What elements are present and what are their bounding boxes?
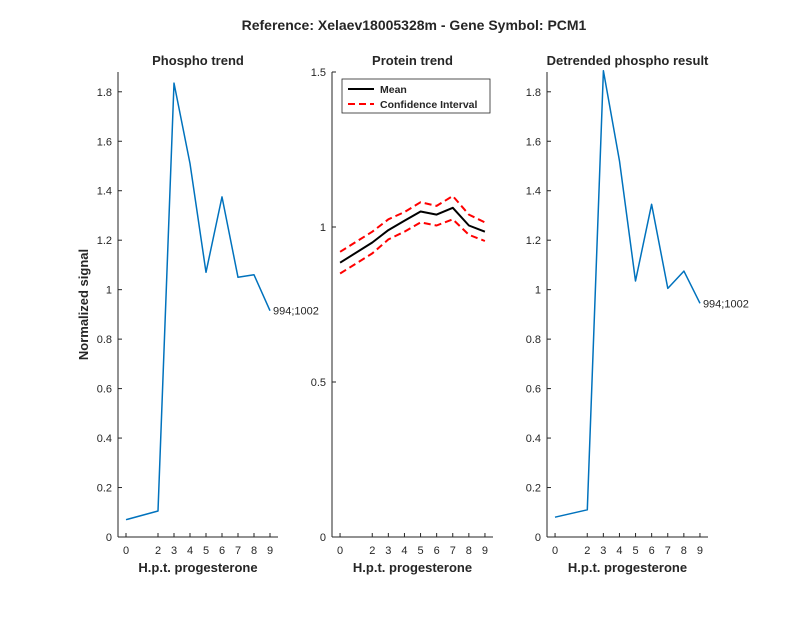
x-tick-label: 0 xyxy=(337,545,343,557)
legend-box xyxy=(341,78,491,114)
x-tick-label: 9 xyxy=(267,545,273,557)
y-tick-label: 1 xyxy=(106,285,112,297)
series-line-3 xyxy=(339,218,486,275)
y-tick-label: 0 xyxy=(320,532,326,544)
y-tick-label: 1.5 xyxy=(311,67,326,79)
x-tick-label: 2 xyxy=(584,545,590,557)
y-tick-label: 1.2 xyxy=(526,235,541,247)
y-tick-label: 1 xyxy=(535,285,541,297)
y-tick-label: 0.2 xyxy=(97,483,112,495)
x-tick-label: 0 xyxy=(552,545,558,557)
x-tick-label: 8 xyxy=(251,545,257,557)
x-tick-label: 4 xyxy=(187,545,193,557)
y-tick-label: 1.8 xyxy=(97,87,112,99)
x-tick-label: 6 xyxy=(434,545,440,557)
chart-3: Detrended phospho result 0 0.2 0.4 0.6 0.8 1 1.… xyxy=(526,53,749,575)
legend: Mean Confidence Interval xyxy=(341,78,491,114)
legend-label: Confidence Interval xyxy=(380,99,478,111)
y-axis-label: Normalized signal xyxy=(76,249,91,360)
y-tick-label: 0.8 xyxy=(97,334,112,346)
x-tick-label: 9 xyxy=(482,545,488,557)
x-tick-label: 8 xyxy=(681,545,687,557)
chart-title: Protein trend xyxy=(372,53,453,68)
x-tick-label: 3 xyxy=(385,545,391,557)
series-line-2 xyxy=(339,195,486,253)
x-tick-label: 7 xyxy=(665,545,671,557)
x-tick-label: 8 xyxy=(466,545,472,557)
x-tick-label: 2 xyxy=(369,545,375,557)
y-tick-label: 1.6 xyxy=(97,136,112,148)
x-axis-label: H.p.t. progesterone xyxy=(353,560,472,575)
x-axis-label: H.p.t. progesterone xyxy=(568,560,687,575)
y-tick-label: 1.4 xyxy=(97,186,112,198)
y-tick-label: 0.2 xyxy=(526,483,541,495)
y-tick-label: 0 xyxy=(106,532,112,544)
x-tick-label: 6 xyxy=(649,545,655,557)
x-tick-label: 2 xyxy=(155,545,161,557)
y-tick-label: 0.6 xyxy=(526,384,541,396)
chart-2: Protein trend 0 0.5 1 1.5 0 2 3 4 5 6 7 8 9 H.p.t. pro… xyxy=(311,53,493,575)
x-tick-label: 5 xyxy=(632,545,638,557)
x-tick-label: 9 xyxy=(697,545,703,557)
y-tick-label: 1.6 xyxy=(526,136,541,148)
chart-title: Phospho trend xyxy=(152,53,244,68)
x-tick-label: 5 xyxy=(203,545,209,557)
chart-1: Phospho trend 0 0.2 0.4 0.6 0.8 1 1.2 1.4 1.6 1.8 0… xyxy=(76,53,319,575)
y-tick-label: 1.8 xyxy=(526,87,541,99)
series-annotation: 994;1002 xyxy=(703,298,749,310)
y-tick-label: 0.6 xyxy=(97,384,112,396)
charts-container: Phospho trend 0 0.2 0.4 0.6 0.8 1 1.2 1.4 1.6 1.8 0… xyxy=(76,53,749,575)
series-annotation: 994;1002 xyxy=(273,306,319,318)
series-line-1 xyxy=(125,82,271,521)
series-line-1 xyxy=(554,70,701,518)
y-tick-label: 0.5 xyxy=(311,377,326,389)
x-tick-label: 7 xyxy=(450,545,456,557)
figure-title: Reference: Xelaev18005328m - Gene Symbol… xyxy=(242,17,587,33)
x-tick-label: 4 xyxy=(401,545,407,557)
x-tick-label: 3 xyxy=(171,545,177,557)
x-tick-label: 5 xyxy=(417,545,423,557)
y-tick-label: 1 xyxy=(320,222,326,234)
x-tick-label: 4 xyxy=(616,545,622,557)
chart-title: Detrended phospho result xyxy=(547,53,709,68)
y-tick-label: 0.4 xyxy=(526,433,541,445)
y-tick-label: 0.4 xyxy=(97,433,112,445)
y-tick-label: 1.4 xyxy=(526,186,541,198)
series-line-1 xyxy=(339,206,486,264)
x-tick-label: 7 xyxy=(235,545,241,557)
x-tick-label: 6 xyxy=(219,545,225,557)
legend-label: Mean xyxy=(380,84,407,96)
x-tick-label: 3 xyxy=(600,545,606,557)
x-axis-label: H.p.t. progesterone xyxy=(138,560,257,575)
y-tick-label: 0.8 xyxy=(526,334,541,346)
y-tick-label: 0 xyxy=(535,532,541,544)
y-tick-label: 1.2 xyxy=(97,235,112,247)
x-tick-label: 0 xyxy=(123,545,129,557)
